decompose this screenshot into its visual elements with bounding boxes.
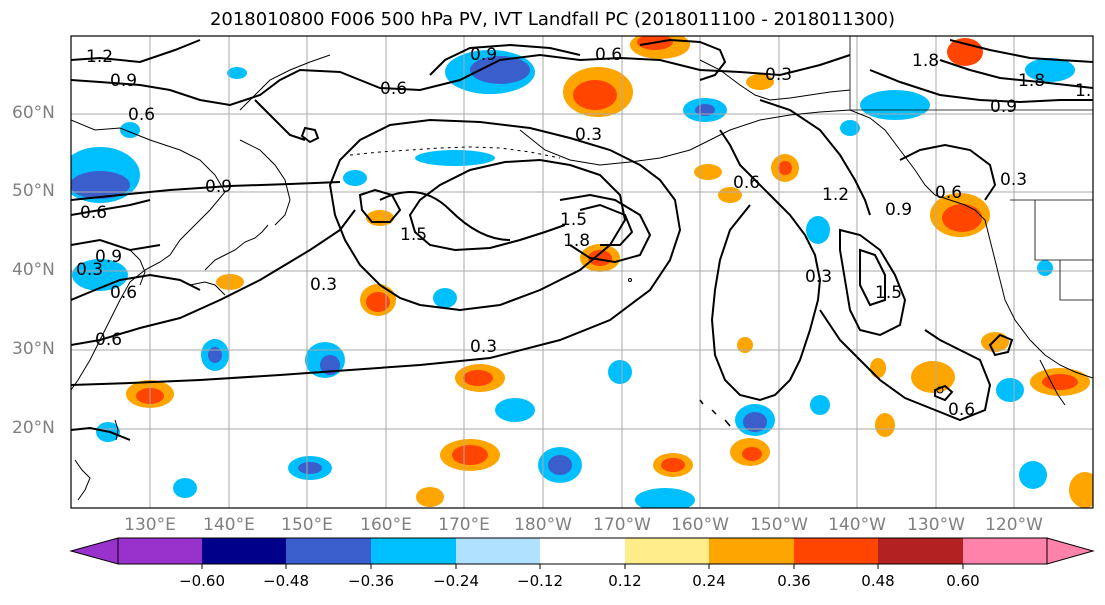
colorbar-tick-label: 0.12 <box>608 572 642 590</box>
contour-label: 1.5 <box>875 283 902 303</box>
colorbar-segment <box>371 538 456 564</box>
coastlines <box>71 36 1093 501</box>
lon-label: 170°E <box>438 515 490 535</box>
contour-label: 1.5 <box>1075 81 1102 101</box>
lat-label: 20°N <box>12 418 55 438</box>
contour-label: 0.3 <box>470 337 497 357</box>
contour-label: 1.8 <box>1018 71 1045 91</box>
contour-label: 0.6 <box>380 79 407 99</box>
colorbar-tick-label: −0.36 <box>348 572 394 590</box>
lon-label: 130°W <box>907 515 965 535</box>
contour-labels: 1.2 0.9 0.6 0.9 0.6 0.6 0.3 0.3 0.9 0.6 … <box>76 45 1102 420</box>
pv-contours <box>71 38 1093 441</box>
map-content: 1.2 0.9 0.6 0.9 0.6 0.6 0.3 0.3 0.9 0.6 … <box>71 36 1102 508</box>
contour-label: 0.9 <box>110 71 137 91</box>
contour-label: 0.6 <box>95 330 122 350</box>
colorbar-tick-label: −0.12 <box>517 572 563 590</box>
colorbar-tick-label: −0.24 <box>433 572 479 590</box>
colorbar-extend-right <box>1046 537 1095 565</box>
colorbar-segment <box>540 538 625 564</box>
lon-label: 150°W <box>750 515 808 535</box>
contour-label: 0.3 <box>1000 170 1027 190</box>
contour-label: 0.9 <box>470 45 497 65</box>
colorbar-frame <box>117 537 1048 565</box>
contour-label: 0.6 <box>110 283 137 303</box>
contour-label: 1.8 <box>912 51 939 71</box>
contour-label: 0.9 <box>990 97 1017 117</box>
contour-label: 0.6 <box>595 45 622 65</box>
colorbar-tick-label: 0.36 <box>777 572 811 590</box>
lon-label: 160°E <box>360 515 412 535</box>
contour-label: 0.3 <box>805 267 832 287</box>
colorbar-segment <box>202 538 286 564</box>
contour-label: 1.2 <box>822 185 849 205</box>
colorbar-tick-label: 0.48 <box>861 572 895 590</box>
colorbar-segment <box>456 538 540 564</box>
lon-label: 160°W <box>671 515 729 535</box>
lat-label: 40°N <box>12 260 55 280</box>
contour-label: 1.8 <box>563 231 590 251</box>
lon-label: 180°W <box>514 515 572 535</box>
contour-label: 0.9 <box>205 177 232 197</box>
colorbar-segment <box>963 538 1047 564</box>
colorbar-segment <box>709 538 794 564</box>
map-title: 2018010800 F006 500 hPa PV, IVT Landfall… <box>209 9 896 30</box>
contour-label: 0.6 <box>948 400 975 420</box>
contour-label: 0.6 <box>733 173 760 193</box>
contour-label: 1.5 <box>560 210 587 230</box>
lat-label: 60°N <box>12 103 55 123</box>
lon-label: 140°W <box>828 515 886 535</box>
lon-label: 120°W <box>985 515 1043 535</box>
colorbar-tick-label: −0.60 <box>179 572 225 590</box>
contour-label: 0.6 <box>128 105 155 125</box>
contour-label: 0.3 <box>575 125 602 145</box>
lon-label: 170°W <box>593 515 651 535</box>
colorbar-tick-label: 0.60 <box>946 572 980 590</box>
colorbar-segment <box>794 538 878 564</box>
lat-label: 30°N <box>12 339 55 359</box>
contour-label: 0.3 <box>765 65 792 85</box>
contour-label: 0.9 <box>885 200 912 220</box>
map-gridlines <box>71 36 1093 508</box>
contour-label: 1.2 <box>86 47 113 67</box>
colorbar-extend-left <box>69 537 119 565</box>
contour-label: 0.3 <box>76 260 103 280</box>
lon-label: 140°E <box>203 515 255 535</box>
lat-label: 50°N <box>12 181 55 201</box>
colorbar-tick-label: 0.24 <box>692 572 726 590</box>
lon-label: 150°E <box>281 515 333 535</box>
lon-label: 130°E <box>124 515 176 535</box>
contour-label: 0.6 <box>935 183 962 203</box>
colorbar-segment <box>118 538 202 564</box>
contour-label: 0.3 <box>310 275 337 295</box>
colorbar-segment <box>286 538 371 564</box>
colorbar-tick-label: −0.48 <box>263 572 309 590</box>
colorbar <box>69 537 1095 569</box>
contour-label: 1.5 <box>400 225 427 245</box>
map-frame <box>70 35 1094 509</box>
contour-label: 0.6 <box>80 203 107 223</box>
colorbar-segment <box>625 538 709 564</box>
contour-label: 0.9 <box>95 247 122 267</box>
colorbar-segment <box>878 538 963 564</box>
